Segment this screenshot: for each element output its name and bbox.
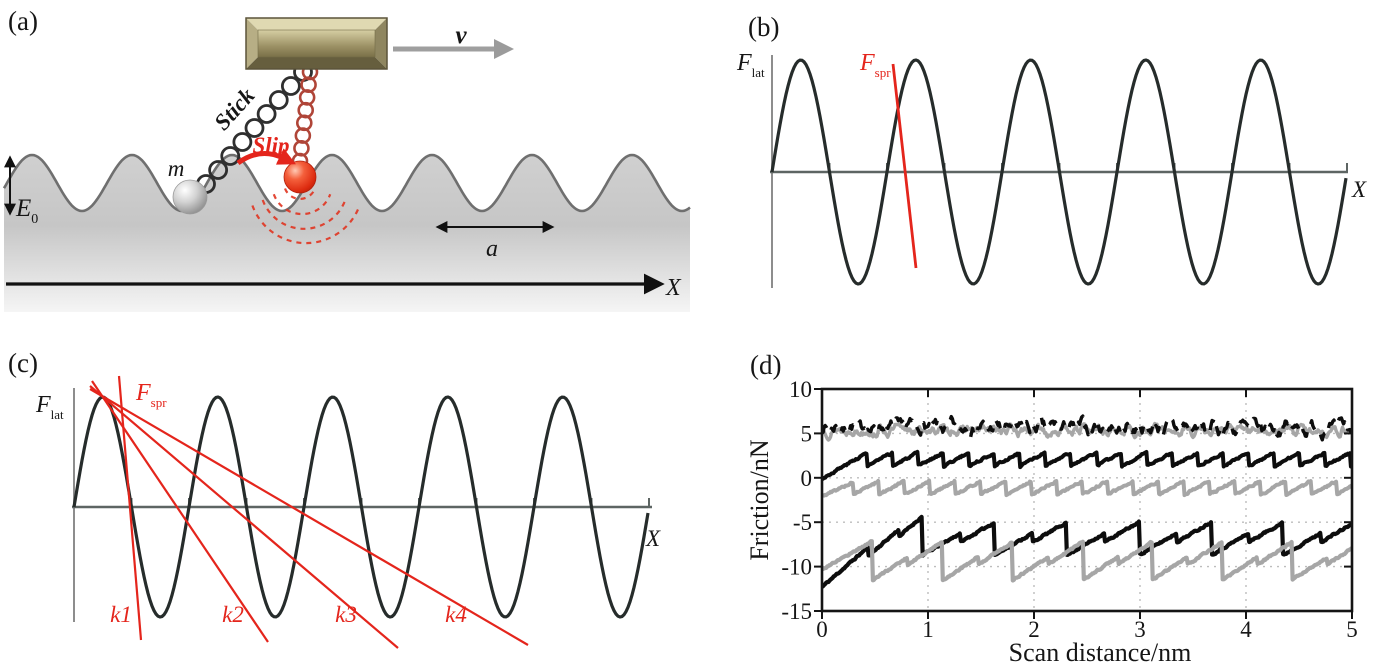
panel-b-spring-force-label: Fspr: [859, 50, 891, 80]
panel-d: 0 1 2 3 4 5 10 5 0 -5 -10 -15 (d) Friction/nN Scan …: [745, 350, 1358, 667]
stick-spring-coil: [220, 146, 241, 166]
lateral-force-sine: [72, 395, 650, 619]
surface-fill: [4, 155, 690, 312]
spring-force-line: [891, 63, 918, 269]
mass-label: m: [168, 156, 185, 181]
panel-c-x-axis-label: X: [645, 526, 661, 551]
velocity-label: v: [455, 22, 467, 49]
panel-b-drawing: [770, 55, 1348, 288]
slip-label: Slip: [252, 133, 289, 158]
panel-b-y-axis-label: Flat: [736, 50, 765, 80]
y-tick-label: -5: [793, 510, 812, 535]
spring-stiffness-line-k1: [117, 375, 143, 641]
panel-b-tag: (b): [748, 12, 779, 42]
block-face: [257, 29, 376, 58]
series-gray-small-sawtooth-trace: [822, 478, 1352, 498]
mass-ball-slip: [283, 160, 317, 194]
series-black-large-sawtooth-trace: [822, 514, 1352, 589]
panel-d-tag: (d): [750, 350, 781, 380]
panel-b-x-axis-label: X: [1351, 177, 1367, 202]
y-tick-label: -10: [781, 555, 812, 580]
vibration-arc: [251, 205, 361, 245]
block-bevel-right: [375, 18, 387, 69]
panel-b: (b) Flat Fspr X: [736, 12, 1367, 288]
panel-a-tag: (a): [8, 6, 38, 36]
panel-c: (c) Flat Fspr X k1 k2 k3 k4: [8, 348, 661, 649]
stick-spring-coil: [268, 90, 289, 110]
vibration-arc: [272, 193, 332, 216]
spring-stiffness-line-k4: [89, 388, 529, 646]
k1-label: k1: [110, 602, 132, 627]
corrugation-energy-label: E0: [15, 195, 38, 227]
panel-d-x-axis-title: Scan distance/nm: [1009, 638, 1192, 667]
block-bevel-bottom: [246, 57, 387, 69]
stick-spring-coil: [244, 118, 265, 138]
x-tick-label: 2: [1028, 617, 1040, 642]
mass-ball-stick: [172, 179, 208, 215]
stick-spring-coil: [208, 160, 229, 180]
stick-spring-coil: [232, 132, 253, 152]
panel-d-plot-area: [822, 414, 1352, 589]
panel-a: (a) m E0 Stick Slip v a X: [2, 6, 691, 312]
support-block: [245, 17, 388, 70]
stick-label: Stick: [209, 83, 260, 135]
surface-curve: [2, 153, 691, 213]
panel-c-tag: (c): [8, 348, 38, 378]
vibration-arc: [283, 188, 317, 201]
block-bevel-left: [246, 18, 258, 69]
k3-label: k3: [335, 602, 357, 627]
y-tick-label: 5: [801, 421, 813, 446]
k2-label: k2: [222, 602, 244, 627]
y-tick-label: 10: [789, 377, 812, 402]
x-tick-label: 4: [1240, 617, 1252, 642]
spring-stiffness-line-k3: [89, 385, 399, 649]
panel-c-y-axis-label: Flat: [35, 392, 64, 422]
stick-spring-coil: [256, 104, 277, 124]
panel-d-drawing: 0 1 2 3 4 5 10 5 0 -5 -10 -15: [781, 377, 1357, 642]
series-gray-large-sawtooth-trace: [822, 539, 1352, 583]
x-tick-label: 0: [816, 617, 828, 642]
lattice-period-label: a: [486, 236, 498, 262]
x-tick-label: 5: [1346, 617, 1358, 642]
k4-label: k4: [445, 602, 467, 627]
slip-arrow: [236, 148, 296, 166]
spring-stiffness-line-k2: [91, 380, 269, 643]
series-black-upper-noisy-trace: [822, 414, 1352, 442]
panel-c-drawing: [72, 375, 652, 649]
vibration-arc: [261, 199, 347, 230]
stick-spring-coil: [280, 76, 301, 96]
lateral-force-sine: [770, 58, 1348, 286]
x-tick-label: 1: [922, 617, 934, 642]
series-black-small-sawtooth-trace: [822, 449, 1352, 481]
block-bevel-top: [246, 18, 387, 30]
panel-c-spring-force-label: Fspr: [135, 380, 167, 410]
y-tick-label: 0: [801, 466, 813, 491]
panel-d-y-axis-title: Friction/nN: [745, 439, 774, 561]
x-tick-label: 3: [1134, 617, 1146, 642]
panel-a-x-axis-label: X: [665, 275, 682, 301]
y-tick-label: -15: [781, 599, 812, 624]
panel-a-drawing: [2, 17, 691, 312]
panel-d-frame: [820, 387, 1354, 613]
